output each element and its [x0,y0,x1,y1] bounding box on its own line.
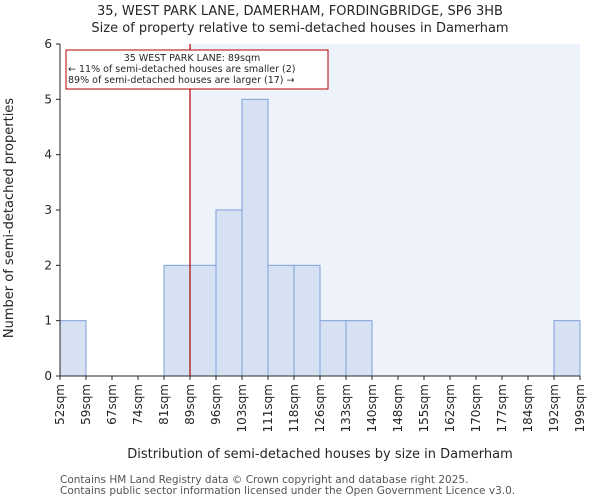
y-tick-label-6: 6 [44,37,52,51]
x-tick-label-118sqm: 118sqm [287,384,301,432]
x-tick-label-177sqm: 177sqm [495,384,509,432]
x-tick-label-199sqm: 199sqm [573,384,587,432]
x-axis-label: Distribution of semi-detached houses by … [127,447,513,462]
x-tick-label-96sqm: 96sqm [209,384,223,425]
x-tick-label-52sqm: 52sqm [53,384,67,425]
annotation-line-3: 89% of semi-detached houses are larger (… [68,75,295,86]
y-tick-label-3: 3 [44,203,52,217]
x-tick-label-67sqm: 67sqm [105,384,119,425]
bar-111sqm [267,264,295,377]
footer-line-1: Contains HM Land Registry data © Crown c… [60,474,468,486]
x-tick-label-148sqm: 148sqm [391,384,405,432]
annotation-box: 35 WEST PARK LANE: 89sqm ← 11% of semi-d… [65,49,329,90]
y-tick-label-2: 2 [44,258,52,272]
annotation-line-2: ← 11% of semi-detached houses are smalle… [68,64,296,75]
x-tick-label-155sqm: 155sqm [417,384,431,432]
x-tick-label-126sqm: 126sqm [313,384,327,432]
x-tick-label-81sqm: 81sqm [157,384,171,425]
bar-133sqm [345,320,373,377]
x-tick-label-103sqm: 103sqm [235,384,249,432]
y-tick-label-5: 5 [44,92,52,106]
x-tick-label-133sqm: 133sqm [339,384,353,432]
bar-103sqm [241,98,269,377]
x-ticks: 52sqm 59sqm 67sqm 74sqm 81sqm 89sqm 96sqm 103sq… [53,376,587,432]
x-tick-label-111sqm: 111sqm [261,384,275,432]
x-tick-label-59sqm: 59sqm [79,384,93,425]
y-tick-label-1: 1 [44,314,52,328]
annotation-frame [65,49,329,90]
bar-192sqm [553,320,581,377]
footer-line-2: Contains public sector information licen… [60,485,515,497]
x-tick-label-184sqm: 184sqm [521,384,535,432]
x-tick-label-74sqm: 74sqm [131,384,145,425]
y-tick-label-0: 0 [44,369,52,383]
bar-118sqm [293,264,321,377]
y-ticks: 0 1 2 3 4 5 6 [44,37,60,383]
chart-title-line-1: 35, WEST PARK LANE, DAMERHAM, FORDINGBRI… [97,4,503,19]
bars-layer [59,98,581,377]
chart-title-line-2: Size of property relative to semi-detach… [91,21,508,36]
bar-52sqm [59,320,87,377]
bar-96sqm [215,209,243,377]
bar-126sqm [319,320,347,377]
x-tick-label-170sqm: 170sqm [469,384,483,432]
y-axis-label: Number of semi-detached properties [2,98,17,338]
x-tick-label-162sqm: 162sqm [443,384,457,432]
annotation-line-1: 35 WEST PARK LANE: 89sqm [124,53,261,64]
x-tick-label-89sqm: 89sqm [183,384,197,425]
x-tick-label-140sqm: 140sqm [365,384,379,432]
bar-81sqm [163,264,191,377]
bar-89sqm [189,264,217,377]
y-tick-label-4: 4 [44,148,52,162]
x-tick-label-192sqm: 192sqm [547,384,561,432]
